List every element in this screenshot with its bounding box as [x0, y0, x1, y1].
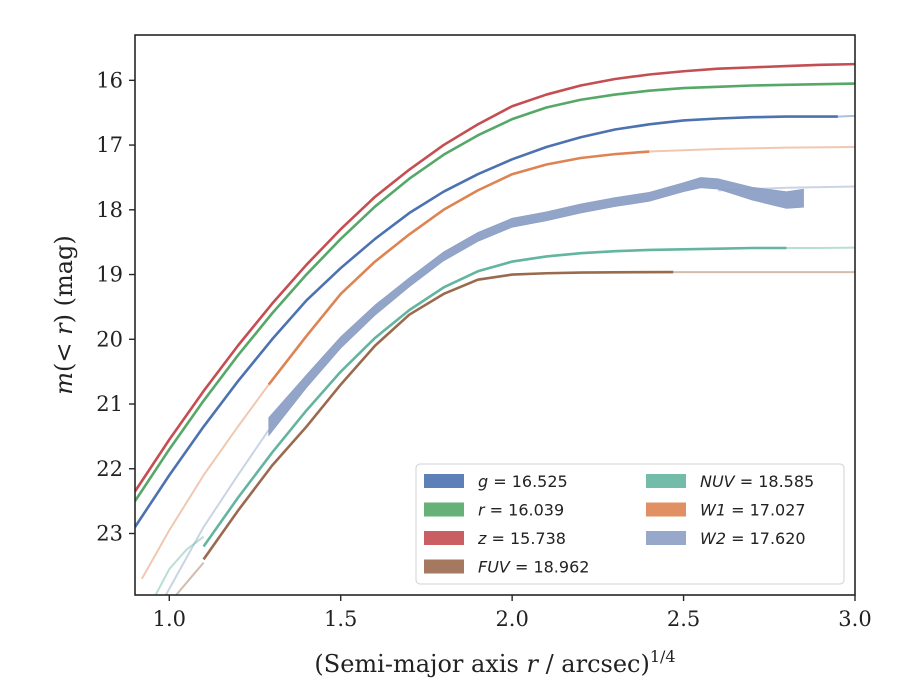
- x-tick-label: 1.0: [153, 607, 186, 631]
- legend-entry-g: g = 16.525: [478, 472, 568, 491]
- series-faint-g-extension: [837, 114, 855, 118]
- legend-swatch: [646, 531, 686, 545]
- series-band-W2: [268, 177, 804, 437]
- legend-swatch: [424, 502, 464, 517]
- x-tick-label: 1.5: [324, 607, 357, 631]
- series-line-z: [135, 62, 855, 493]
- legend-entry-r: r = 16.039: [478, 501, 564, 520]
- y-tick-label: 18: [96, 198, 123, 222]
- series-line-W1: [267, 150, 650, 386]
- legend-entry-z: z = 15.738: [477, 529, 566, 548]
- series-line-NUV: [202, 246, 787, 548]
- legend-swatch: [424, 474, 464, 488]
- series-layer: [135, 62, 855, 595]
- legend-entry-W2: W2 = 17.620: [700, 529, 806, 548]
- legend: g = 16.525 r = 16.039 z = 15.738 FUV = 18.9…: [415, 463, 845, 585]
- y-axis-label: m(< r) (mag): [50, 235, 78, 395]
- x-tick-label: 2.0: [495, 607, 528, 631]
- y-tick-label: 21: [96, 392, 123, 416]
- y-tick-label: 20: [96, 327, 123, 351]
- legend-box: [415, 463, 845, 585]
- y-tick-label: 22: [96, 457, 123, 481]
- y-axis: 16 17 18 19 20 21 22 23: [96, 68, 135, 545]
- series-faint-NUV-faint-inner: [154, 535, 205, 595]
- y-tick-label: 16: [96, 68, 123, 92]
- legend-entry-NUV: NUV = 18.585: [700, 472, 814, 491]
- plot-frame: [134, 34, 856, 596]
- legend-swatch: [646, 474, 686, 488]
- legend-swatch: [424, 531, 464, 545]
- x-axis-label: (Semi-major axis r / arcsec)1/4: [314, 647, 675, 678]
- y-tick-label: 19: [96, 263, 123, 287]
- series-line-r: [135, 82, 855, 502]
- legend-entry-W1: W1 = 17.027: [700, 501, 806, 520]
- series-line-g: [135, 115, 838, 528]
- legend-entry-FUV: FUV = 18.962: [478, 558, 589, 577]
- y-tick-label: 17: [96, 133, 123, 157]
- x-axis: 1.0 1.5 2.0 2.5 3.0: [153, 595, 872, 631]
- series-faint-W2-faint-inner: [164, 429, 270, 595]
- y-tick-label: 23: [96, 521, 123, 545]
- legend-swatch: [424, 559, 464, 574]
- x-tick-label: 3.0: [838, 607, 871, 631]
- series-line-FUV: [202, 270, 674, 561]
- x-tick-label: 2.5: [667, 607, 700, 631]
- legend-swatch: [646, 502, 686, 517]
- series-faint-FUV-faint-inner: [175, 561, 205, 595]
- series-faint-W1-faint-inner: [140, 384, 270, 580]
- series-faint-W1-faint-outer: [649, 146, 855, 153]
